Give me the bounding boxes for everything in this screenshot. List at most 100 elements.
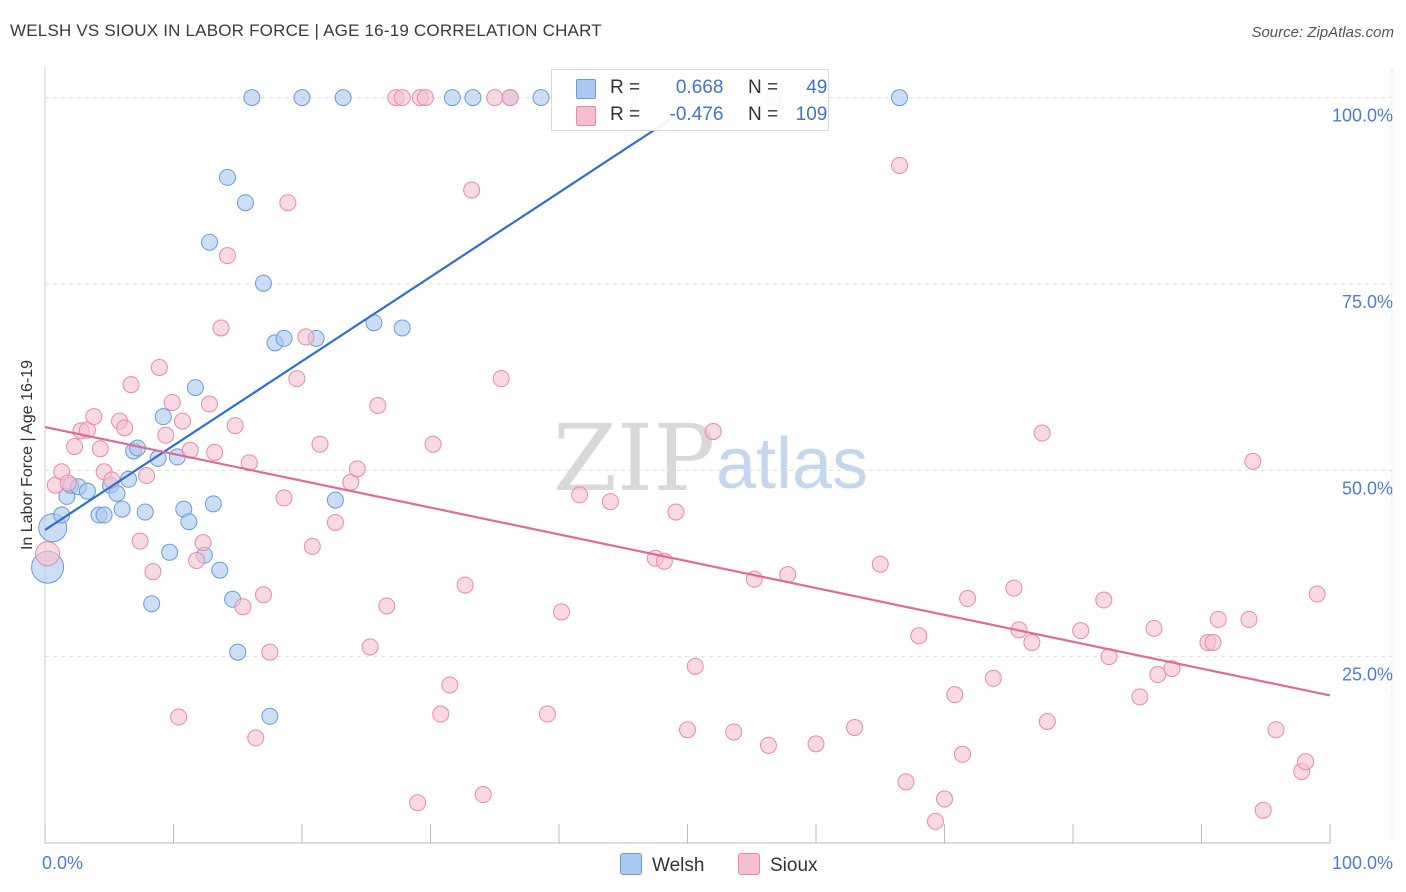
legend-row-sioux: R = -0.476 N = 109 [552,102,828,128]
series-legend: Welsh Sioux [0,850,1406,880]
welsh-point-41 [393,319,411,337]
correlation-legend: R = 0.668 N = 49 R = -0.476 N = 109 [551,69,829,131]
legend-item-welsh[interactable]: Welsh [620,853,704,877]
sioux-legend-swatch [738,853,760,875]
sioux-point-37 [288,370,306,388]
sioux-point-59 [492,370,510,388]
welsh-point-43 [464,89,482,107]
sioux-point-91 [1033,424,1051,442]
sioux-n-value: 109 [795,104,828,125]
sioux-point-20 [170,708,188,726]
welsh-r-value: 0.668 [675,77,724,98]
y-tick-label-2: 75.0% [1342,292,1393,312]
trend-lines [44,119,1331,697]
sioux-point-90 [1023,633,1041,651]
watermark: ZIP atlas [553,405,868,512]
sioux-point-33 [254,586,272,604]
sioux-point-103 [1244,452,1262,470]
sioux-point-13 [122,376,140,394]
axes [44,66,1331,844]
welsh-point-8 [95,506,113,524]
sioux-r-value: -0.476 [669,104,724,125]
sioux-point-45 [369,396,387,414]
welsh-point-22 [180,513,198,531]
sioux-point-108 [1297,753,1315,771]
sioux-point-35 [275,489,293,507]
sioux-point-72 [725,723,743,741]
sioux-point-85 [953,745,971,763]
sioux-point-55 [456,576,474,594]
sioux-point-57 [474,786,492,804]
sioux-point-34 [261,643,279,661]
sioux-point-29 [226,417,244,435]
sioux-point-14 [131,532,149,550]
sioux-legend-label: Sioux [770,855,818,876]
sioux-point-4 [66,437,84,455]
welsh-point-32 [254,274,272,292]
sioux-point-70 [686,657,704,675]
sioux-point-106 [1267,721,1285,739]
welsh-point-33 [261,707,279,725]
sioux-point-68 [667,503,685,521]
sioux-point-79 [891,156,909,174]
sioux-point-3 [59,474,77,492]
welsh-point-31 [236,194,254,212]
welsh-point-45 [532,89,550,107]
welsh-point-26 [204,495,222,513]
sioux-point-38 [297,328,315,346]
welsh-point-39 [334,89,352,107]
welsh-points [31,89,909,725]
welsh-point-35 [275,329,293,347]
sioux-point-61 [538,705,556,723]
sioux-point-86 [959,590,977,608]
welsh-point-23 [186,379,204,397]
sioux-point-15 [138,467,156,485]
chart-title: WELSH VS SIOUX IN LABOR FORCE | AGE 16-1… [10,21,602,40]
sioux-point-82 [927,812,945,830]
sioux-point-62 [553,603,571,621]
welsh-point-42 [443,89,461,107]
sioux-point-88 [1005,579,1023,597]
x-tick-label-1: 100.0% [1332,853,1393,873]
sioux-point-104 [1240,610,1258,628]
sioux-point-25 [200,395,218,413]
sioux-point-84 [946,686,964,704]
sioux-point-36 [279,194,297,212]
sioux-point-26 [206,443,224,461]
sioux-point-78 [871,555,889,573]
legend-row-welsh: R = 0.668 N = 49 [552,75,828,101]
sioux-point-56 [463,181,481,199]
welsh-point-36 [293,89,311,107]
sioux-point-105 [1254,801,1272,819]
sioux-point-24 [194,534,212,552]
welsh-point-15 [136,503,154,521]
sioux-point-54 [441,676,459,694]
welsh-swatch [576,79,596,99]
sioux-point-53 [432,705,450,723]
sioux-point-41 [326,513,344,531]
y-tick-label-1: 50.0% [1342,478,1393,498]
sioux-point-23 [188,552,206,570]
sioux-swatch [576,106,596,126]
sioux-point-51 [409,794,427,812]
legend-item-sioux[interactable]: Sioux [738,853,818,877]
sioux-point-96 [1131,688,1149,706]
x-tick-label-0: 0.0% [42,853,83,873]
welsh-point-30 [229,643,247,661]
sioux-point-74 [759,736,777,754]
sioux-point-93 [1072,622,1090,640]
x-tick-labels: 0.0% 100.0% [42,853,1393,873]
sioux-point-8 [91,440,109,458]
sioux-point-97 [1145,619,1163,637]
sioux-point-39 [303,537,321,555]
welsh-point-11 [113,500,131,518]
sioux-point-7 [85,408,103,426]
sioux-point-77 [846,718,864,736]
welsh-legend-label: Welsh [652,855,705,876]
welsh-point-27 [211,561,229,579]
welsh-legend-swatch [620,853,642,875]
sioux-point-98 [1149,666,1167,684]
sioux-point-76 [807,735,825,753]
sioux-point-28 [218,247,236,265]
